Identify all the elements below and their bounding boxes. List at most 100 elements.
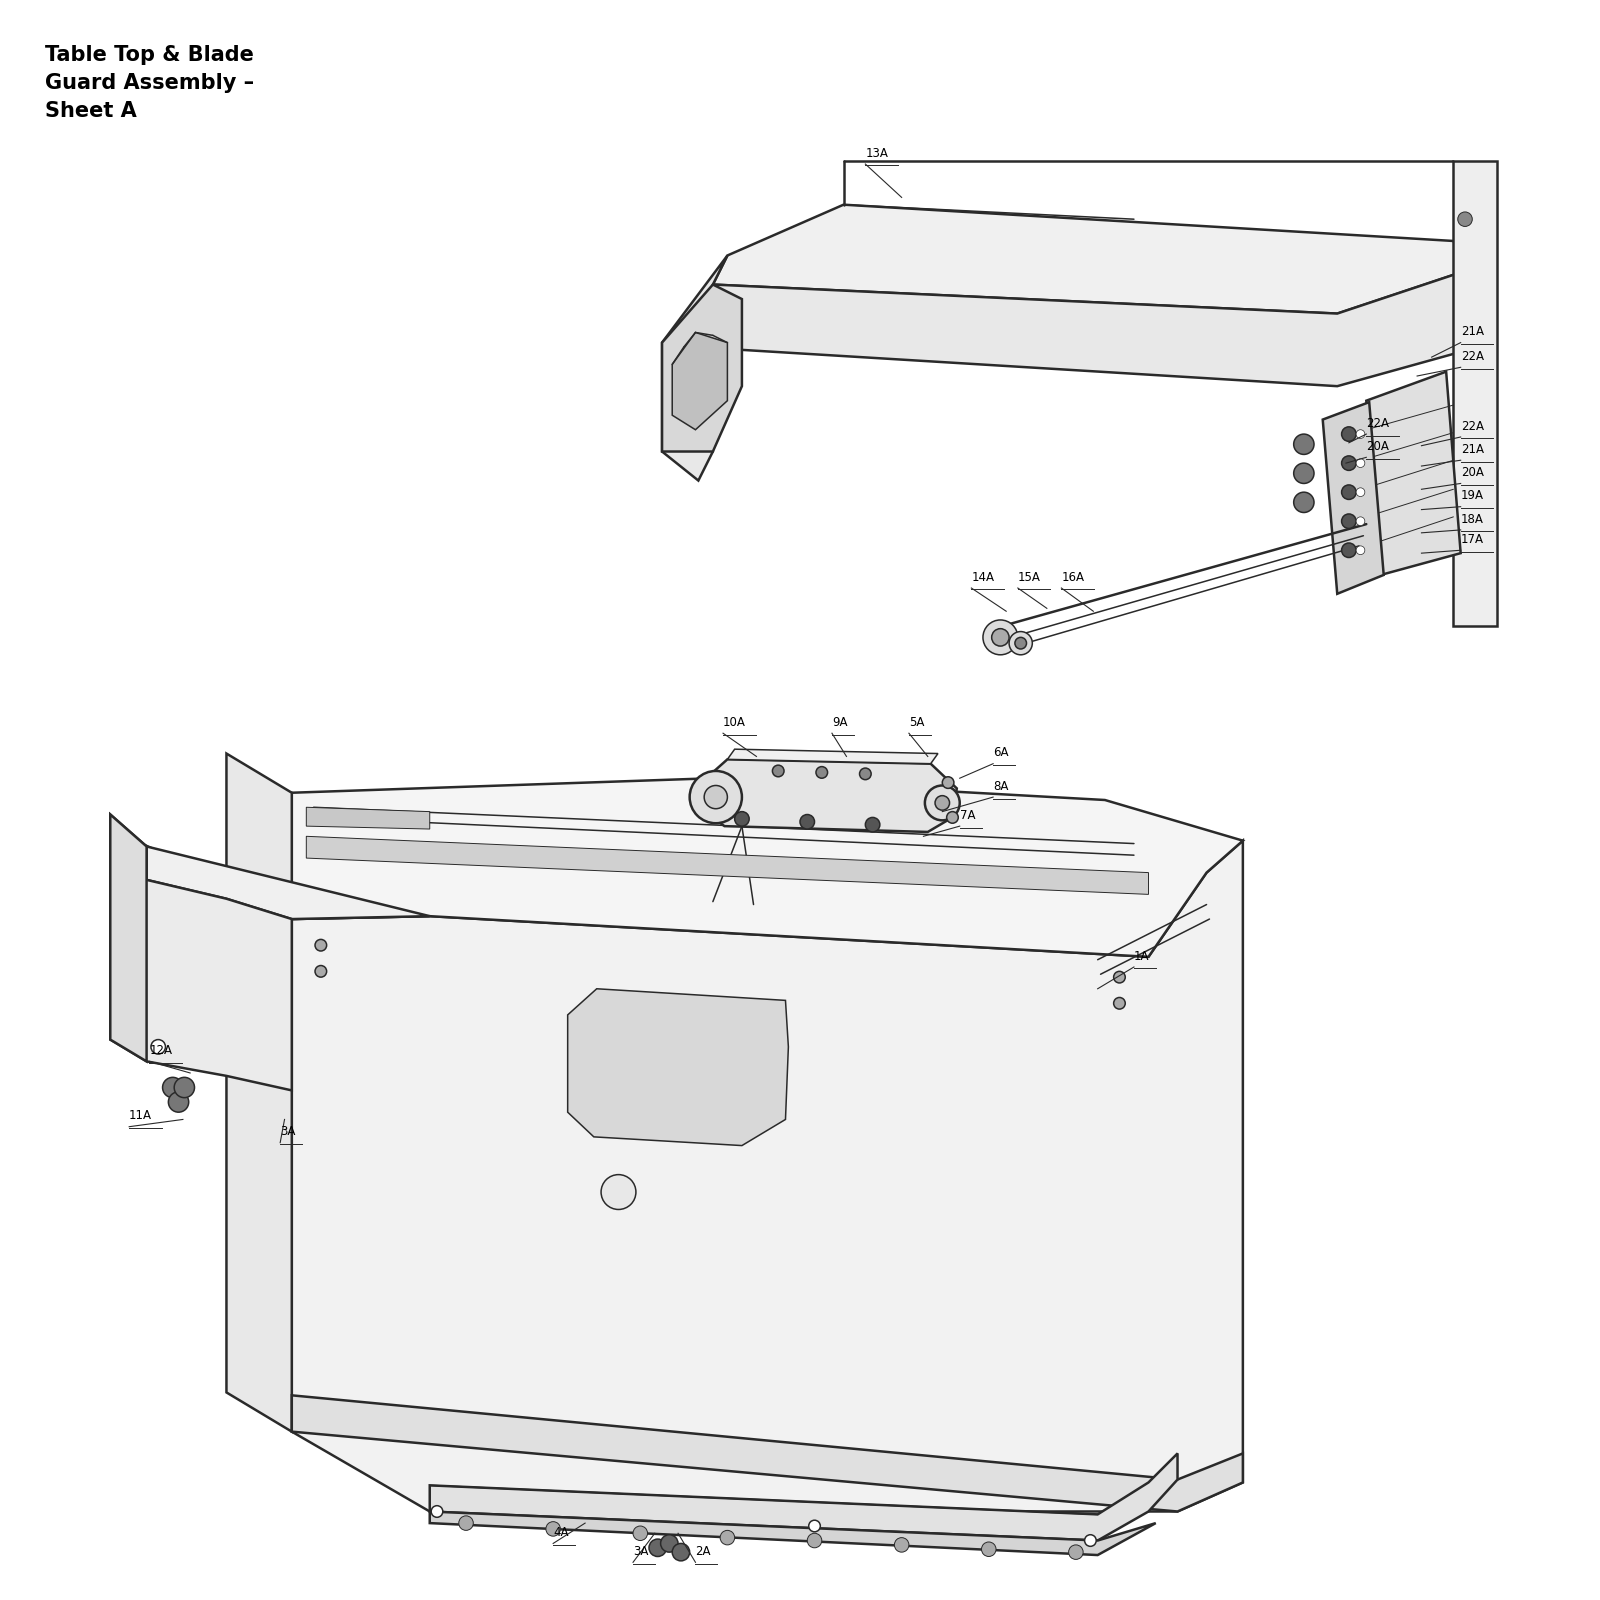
Circle shape (800, 814, 814, 829)
Text: 21A: 21A (1461, 325, 1483, 338)
Text: 9A: 9A (832, 715, 848, 730)
Circle shape (1114, 997, 1125, 1010)
Circle shape (981, 1542, 997, 1557)
Circle shape (1342, 514, 1357, 528)
Text: 12A: 12A (149, 1045, 173, 1058)
Text: 2A: 2A (696, 1546, 710, 1558)
Circle shape (174, 1077, 195, 1098)
Polygon shape (662, 285, 742, 451)
Text: 17A: 17A (1461, 533, 1483, 546)
Circle shape (546, 1522, 560, 1536)
Text: 8A: 8A (994, 779, 1008, 792)
Circle shape (894, 1538, 909, 1552)
Circle shape (982, 619, 1018, 654)
Circle shape (1357, 488, 1365, 496)
Polygon shape (147, 846, 430, 918)
Circle shape (430, 1506, 443, 1517)
Circle shape (816, 766, 827, 778)
Text: 15A: 15A (1018, 571, 1040, 584)
Polygon shape (291, 778, 1243, 957)
Circle shape (168, 1091, 189, 1112)
Polygon shape (1366, 371, 1461, 574)
Circle shape (1357, 430, 1365, 438)
Circle shape (634, 1526, 648, 1541)
Circle shape (1357, 546, 1365, 555)
Text: 20A: 20A (1366, 440, 1389, 453)
Text: 5A: 5A (909, 715, 925, 730)
Polygon shape (430, 1453, 1178, 1541)
Polygon shape (1323, 402, 1384, 594)
Polygon shape (698, 760, 957, 832)
Circle shape (1010, 632, 1032, 654)
Text: 3A: 3A (634, 1546, 648, 1558)
Circle shape (163, 1077, 182, 1098)
Circle shape (1342, 485, 1357, 499)
Circle shape (992, 629, 1010, 646)
Circle shape (1342, 542, 1357, 557)
Circle shape (1114, 971, 1125, 982)
Polygon shape (291, 840, 1243, 1512)
Text: 4A: 4A (554, 1526, 568, 1539)
Circle shape (934, 795, 949, 810)
Circle shape (1342, 427, 1357, 442)
Text: 6A: 6A (994, 746, 1008, 760)
Text: 10A: 10A (723, 715, 746, 730)
Circle shape (1458, 211, 1472, 227)
Circle shape (734, 811, 749, 826)
Circle shape (1294, 462, 1314, 483)
Circle shape (690, 771, 742, 824)
Text: 1A: 1A (1134, 950, 1149, 963)
Polygon shape (306, 837, 1149, 894)
Circle shape (315, 939, 326, 950)
Text: 3A: 3A (280, 1125, 296, 1138)
Circle shape (866, 818, 880, 832)
Circle shape (773, 765, 784, 776)
Polygon shape (728, 749, 938, 763)
Circle shape (459, 1515, 474, 1530)
Circle shape (947, 811, 958, 824)
Circle shape (808, 1520, 821, 1531)
Polygon shape (430, 1512, 1155, 1555)
Circle shape (661, 1534, 678, 1552)
Polygon shape (568, 989, 789, 1146)
Circle shape (720, 1530, 734, 1546)
Polygon shape (662, 256, 1467, 480)
Polygon shape (306, 808, 430, 829)
Text: 19A: 19A (1461, 490, 1483, 502)
Polygon shape (227, 754, 291, 1432)
Polygon shape (110, 814, 147, 1061)
Circle shape (602, 1174, 635, 1210)
Circle shape (942, 776, 954, 789)
Circle shape (925, 786, 960, 821)
Circle shape (808, 1533, 822, 1547)
Circle shape (1014, 637, 1027, 650)
Circle shape (650, 1539, 667, 1557)
Polygon shape (291, 1395, 1243, 1512)
Circle shape (1294, 493, 1314, 512)
Text: 22A: 22A (1461, 350, 1483, 363)
Polygon shape (1453, 162, 1498, 626)
Text: 14A: 14A (971, 571, 994, 584)
Circle shape (1069, 1546, 1083, 1560)
Polygon shape (110, 814, 291, 1091)
Text: 20A: 20A (1461, 466, 1483, 478)
Text: 7A: 7A (960, 808, 976, 822)
Text: 16A: 16A (1061, 571, 1085, 584)
Circle shape (859, 768, 870, 779)
Circle shape (1342, 456, 1357, 470)
Text: 22A: 22A (1366, 416, 1389, 430)
Polygon shape (672, 333, 728, 430)
Text: Table Top & Blade
Guard Assembly –
Sheet A: Table Top & Blade Guard Assembly – Sheet… (45, 45, 254, 122)
Text: 11A: 11A (130, 1109, 152, 1122)
Circle shape (704, 786, 728, 808)
Circle shape (150, 1040, 165, 1054)
Circle shape (1357, 517, 1365, 525)
Text: 13A: 13A (866, 147, 888, 160)
Circle shape (1357, 459, 1365, 467)
Circle shape (315, 965, 326, 978)
Text: 22A: 22A (1461, 419, 1483, 432)
Circle shape (1085, 1534, 1096, 1546)
Polygon shape (714, 205, 1467, 314)
Text: 21A: 21A (1461, 443, 1483, 456)
Circle shape (1294, 434, 1314, 454)
